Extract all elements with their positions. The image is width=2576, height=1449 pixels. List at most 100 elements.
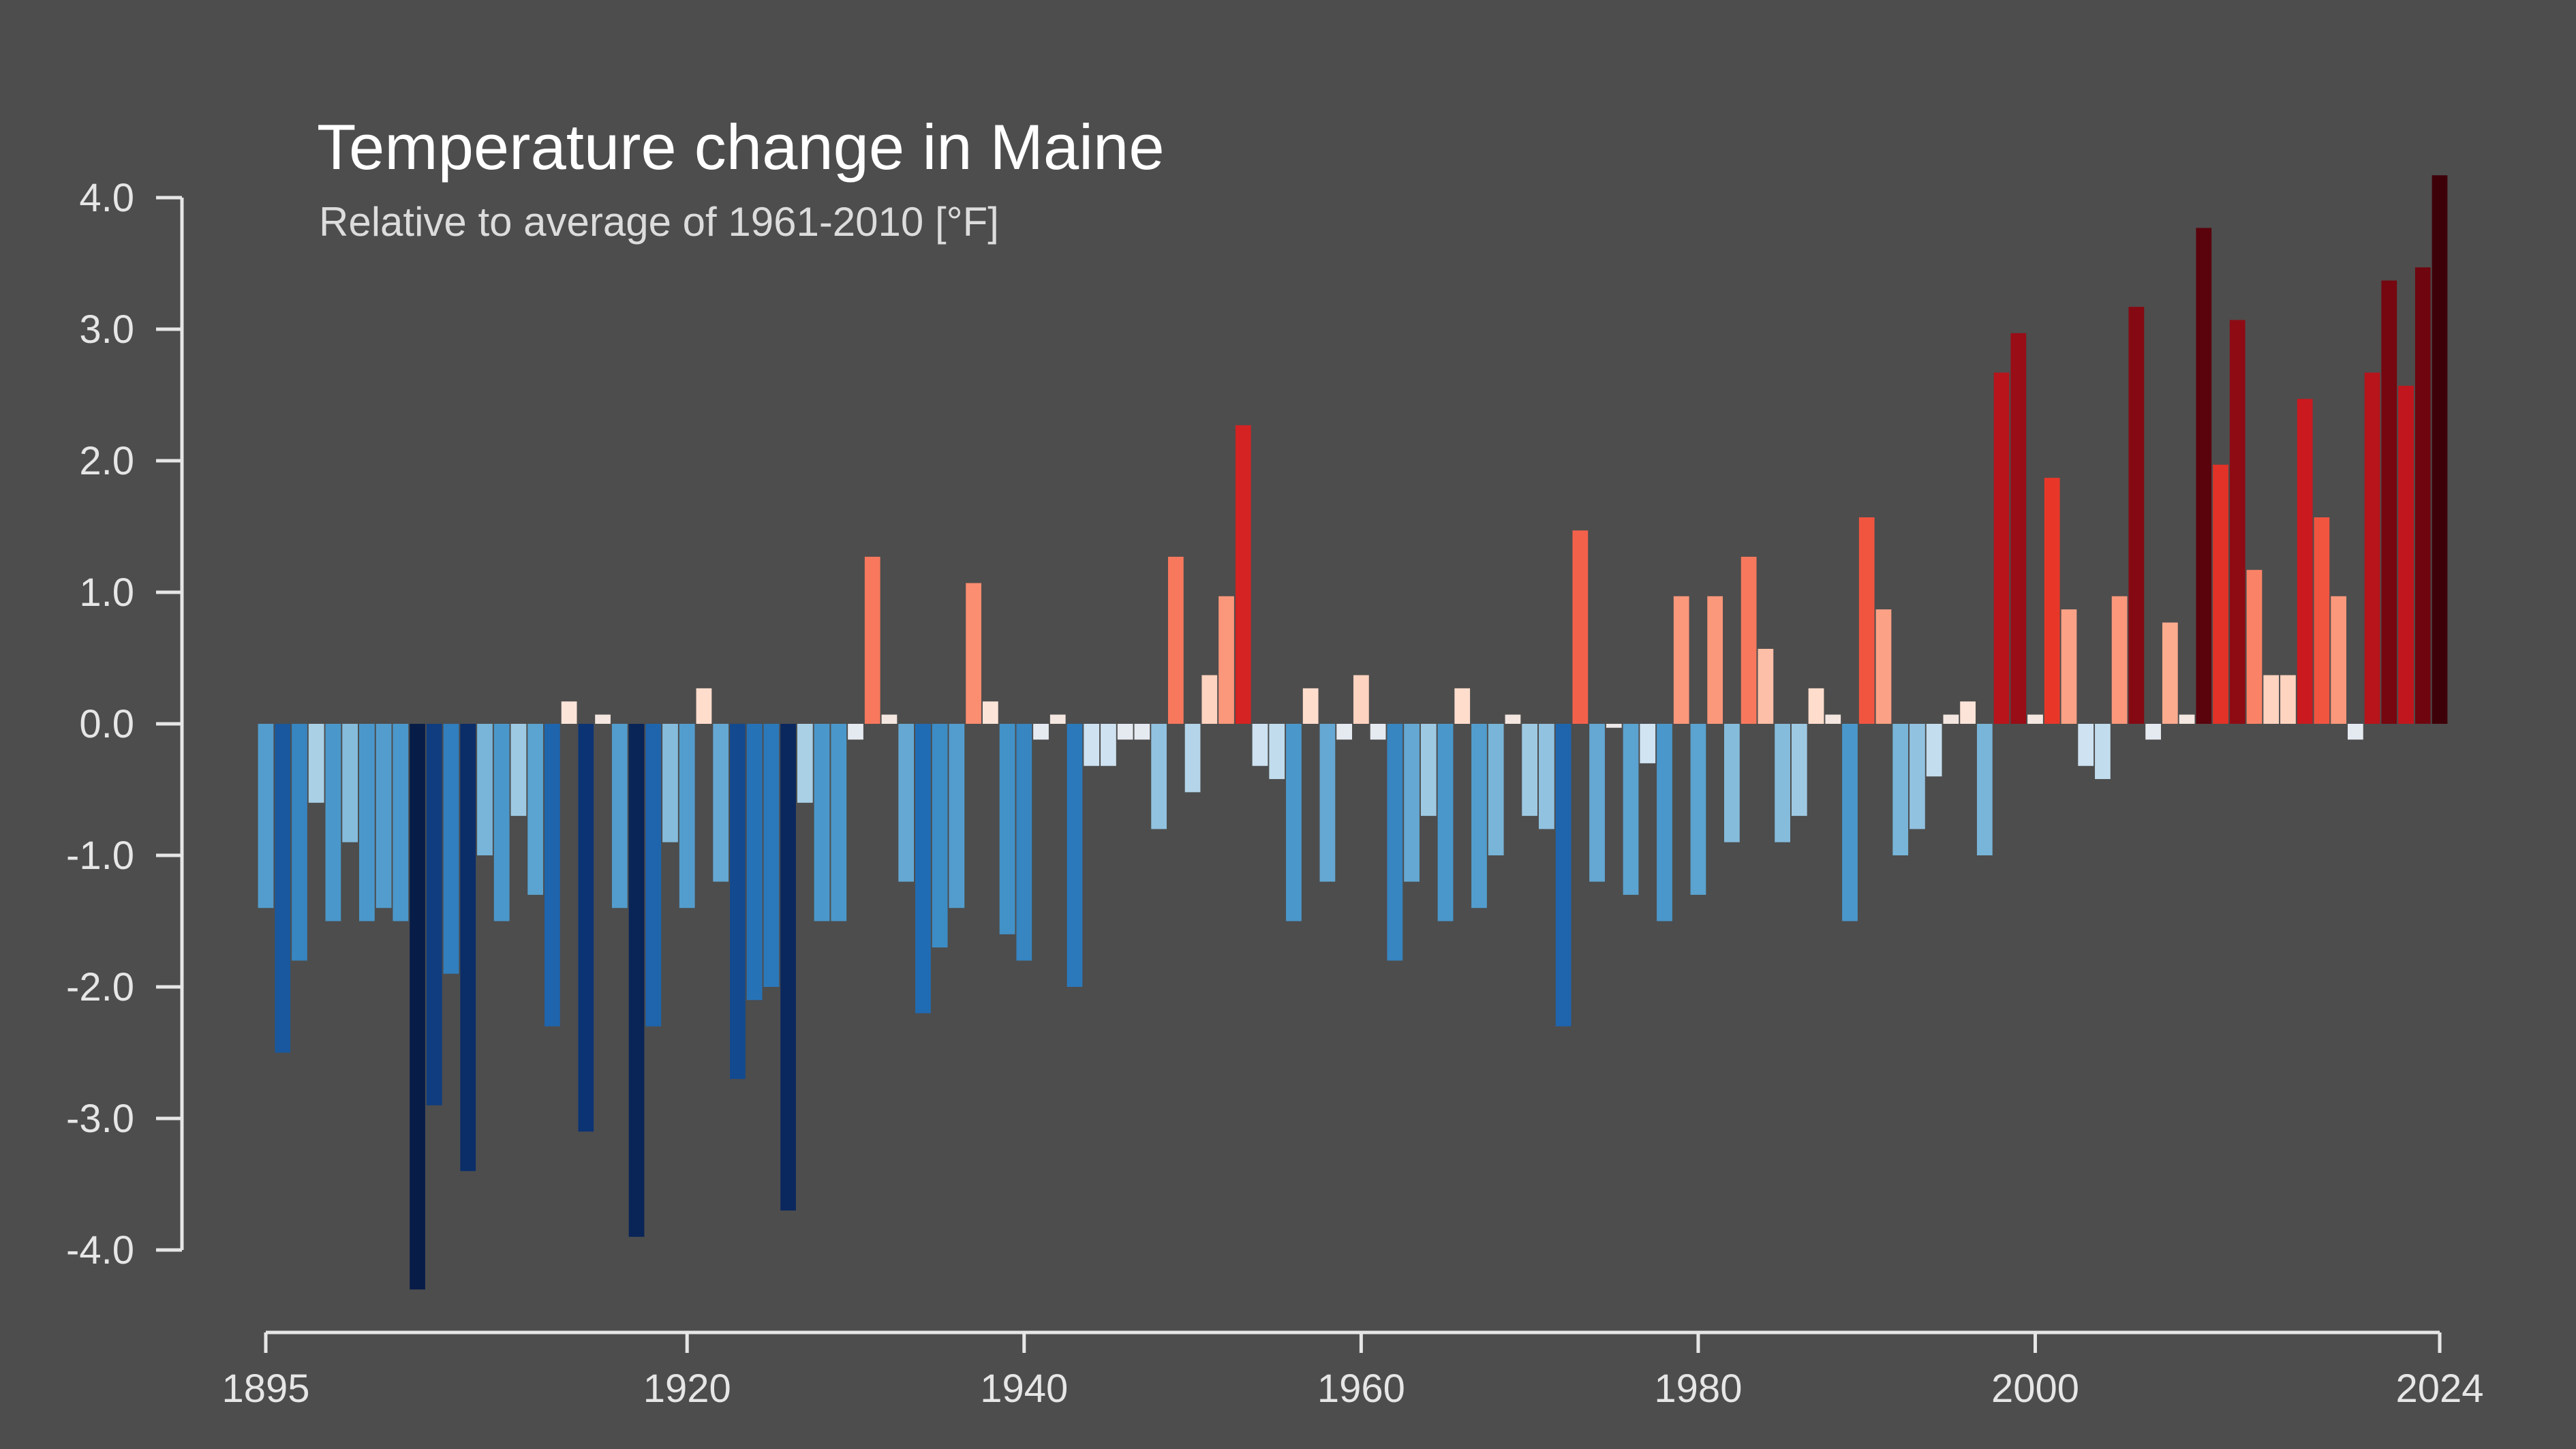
bar-1945 xyxy=(1101,724,1116,766)
bar-1902 xyxy=(375,724,392,909)
bar-1928 xyxy=(814,724,830,921)
bar-1984 xyxy=(1758,648,1774,724)
bar-1977 xyxy=(1640,724,1656,763)
bar-1900 xyxy=(342,724,358,842)
bar-1978 xyxy=(1657,724,1672,921)
bar-1904 xyxy=(410,724,425,1290)
bar-1982 xyxy=(1724,724,1740,842)
bar-1992 xyxy=(1892,724,1909,855)
bar-2008 xyxy=(2162,622,2178,724)
bar-2002 xyxy=(2061,609,2077,724)
bar-2018 xyxy=(2331,596,2346,724)
bar-1986 xyxy=(1791,724,1807,817)
bar-2024 xyxy=(2432,175,2448,724)
bar-1931 xyxy=(864,556,880,724)
bar-1923 xyxy=(730,724,746,1080)
bar-1988 xyxy=(1825,714,1841,724)
bar-2011 xyxy=(2213,464,2228,724)
bar-1996 xyxy=(1960,701,1976,724)
bar-1994 xyxy=(1926,724,1942,777)
bar-1948 xyxy=(1151,724,1167,829)
bar-2010 xyxy=(2196,228,2212,724)
bar-1975 xyxy=(1606,724,1622,728)
bar-1932 xyxy=(881,714,898,724)
bar-2006 xyxy=(2128,307,2145,724)
bar-2023 xyxy=(2414,267,2431,724)
bar-1927 xyxy=(797,724,813,803)
bar-1962 xyxy=(1387,724,1403,961)
bar-1914 xyxy=(578,724,594,1132)
bar-1912 xyxy=(545,724,560,1026)
bar-1946 xyxy=(1117,724,1133,740)
bar-2017 xyxy=(2314,517,2330,724)
x-tick-label: 2024 xyxy=(2395,1367,2483,1411)
x-tick-label: 1960 xyxy=(1317,1367,1405,1411)
bar-1944 xyxy=(1084,724,1100,766)
bar-1898 xyxy=(308,724,324,803)
bar-1941 xyxy=(1033,724,1049,740)
bar-1934 xyxy=(915,724,931,1013)
bar-2022 xyxy=(2398,385,2414,724)
y-tick-label: 3.0 xyxy=(79,307,134,352)
bar-2014 xyxy=(2263,675,2280,724)
y-tick-label: 2.0 xyxy=(79,439,134,483)
bar-1899 xyxy=(325,724,341,921)
bar-1989 xyxy=(1842,724,1858,921)
bar-1907 xyxy=(460,724,476,1172)
bar-1955 xyxy=(1269,724,1285,780)
x-tick-label: 1980 xyxy=(1654,1367,1742,1411)
bar-1972 xyxy=(1555,724,1571,1026)
bar-2015 xyxy=(2280,675,2296,724)
bar-1940 xyxy=(1016,724,1032,961)
y-tick-label: 4.0 xyxy=(79,176,134,220)
y-axis: -4.0 -3.0 -2.0 -1.0 0.0 1.0 2.0 3.0 4.0 xyxy=(66,176,184,1272)
bar-2021 xyxy=(2381,280,2397,724)
bar-1909 xyxy=(493,724,510,921)
bar-1998 xyxy=(1993,372,2010,724)
y-tick-label: -2.0 xyxy=(66,965,134,1009)
bar-1905 xyxy=(426,724,442,1105)
bar-1956 xyxy=(1286,724,1302,921)
bar-1993 xyxy=(1910,724,1925,829)
bar-1991 xyxy=(1875,609,1892,724)
bar-1963 xyxy=(1404,724,1420,882)
y-tick-label: 0.0 xyxy=(79,702,134,746)
bar-2000 xyxy=(2027,714,2043,724)
bar-1952 xyxy=(1218,596,1234,724)
bar-1976 xyxy=(1623,724,1639,895)
bar-1939 xyxy=(999,724,1015,934)
bar-2007 xyxy=(2145,724,2161,740)
bar-2012 xyxy=(2229,320,2245,724)
bar-1959 xyxy=(1336,724,1353,740)
bar-1897 xyxy=(292,724,307,961)
bar-1965 xyxy=(1437,724,1454,921)
bar-1922 xyxy=(713,724,729,882)
x-tick-label: 1895 xyxy=(221,1367,309,1411)
bar-1957 xyxy=(1302,688,1319,724)
bar-2019 xyxy=(2347,724,2363,740)
bar-1906 xyxy=(443,724,459,974)
bar-1953 xyxy=(1235,425,1251,724)
bar-1974 xyxy=(1589,724,1605,882)
bar-1969 xyxy=(1505,714,1521,724)
bar-2003 xyxy=(2078,724,2094,766)
bar-1968 xyxy=(1488,724,1504,855)
bar-1985 xyxy=(1775,724,1790,842)
y-tick-label: -1.0 xyxy=(66,834,134,878)
chart-title: Temperature change in Maine xyxy=(317,111,1165,183)
bar-1896 xyxy=(275,724,291,1053)
bar-2005 xyxy=(2111,596,2128,724)
bar-1933 xyxy=(898,724,915,882)
bar-1925 xyxy=(763,724,780,987)
bar-1949 xyxy=(1167,556,1184,724)
bar-2020 xyxy=(2364,372,2380,724)
bar-1910 xyxy=(510,724,527,817)
x-tick-label: 2000 xyxy=(1991,1367,2079,1411)
bar-1981 xyxy=(1707,596,1723,724)
bar-1901 xyxy=(359,724,375,921)
y-tick-label: -4.0 xyxy=(66,1228,134,1272)
bar-1951 xyxy=(1201,675,1218,724)
bar-1999 xyxy=(2010,333,2027,724)
bar-1921 xyxy=(696,688,712,724)
